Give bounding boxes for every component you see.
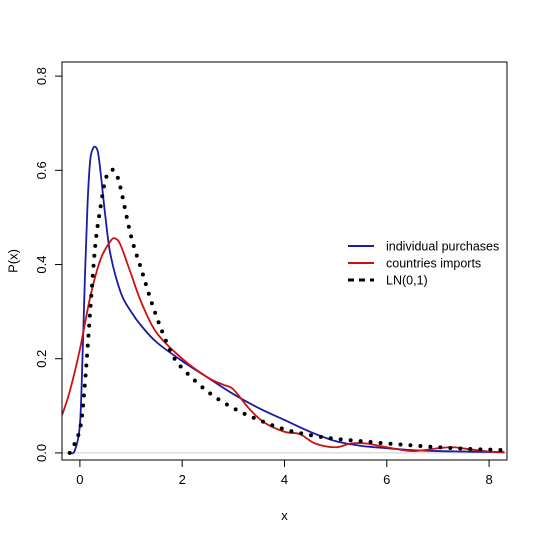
x-tick-label: 6 <box>383 472 390 487</box>
legend-label: individual purchases <box>386 240 499 254</box>
x-axis-label: x <box>281 508 288 523</box>
y-axis: 0.0 0.2 0.4 0.6 0.8 <box>34 67 62 462</box>
y-tick-label: 0.8 <box>34 67 49 85</box>
legend-label: LN(0,1) <box>386 274 428 288</box>
y-tick-label: 0.6 <box>34 161 49 179</box>
y-axis-label: P(x) <box>5 249 20 273</box>
y-tick-label: 0.4 <box>34 255 49 273</box>
x-tick-label: 0 <box>76 472 83 487</box>
x-tick-label: 8 <box>485 472 492 487</box>
y-tick-label: 0.0 <box>34 444 49 462</box>
legend-label: countries imports <box>386 257 481 271</box>
x-tick-label: 2 <box>179 472 186 487</box>
x-tick-label: 4 <box>281 472 288 487</box>
y-tick-label: 0.2 <box>34 350 49 368</box>
legend: individual purchases countries imports LN(… <box>348 240 499 288</box>
series-line-ln-0-1 <box>67 167 507 455</box>
x-axis: 0 2 4 6 8 <box>76 460 493 487</box>
series-layer <box>62 145 507 455</box>
series-line-individual-purchases <box>69 145 505 455</box>
series-line-countries-imports <box>62 237 505 454</box>
